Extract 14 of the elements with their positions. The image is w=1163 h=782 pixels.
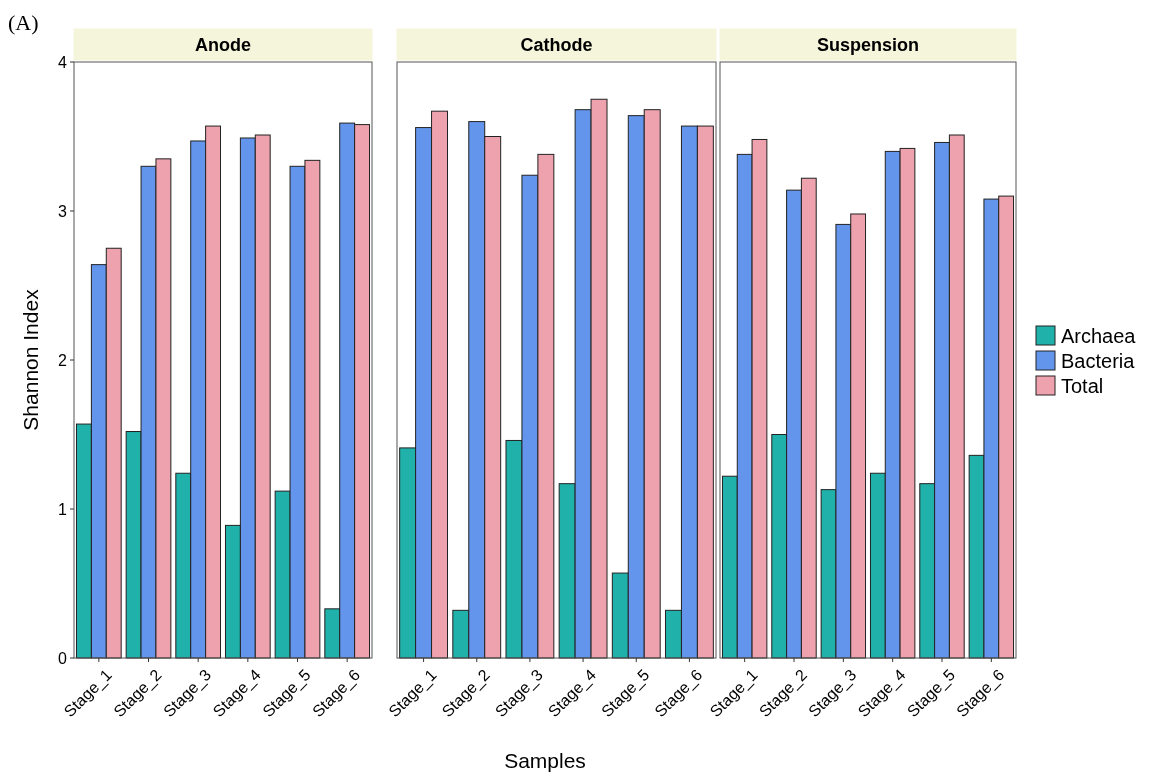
- legend-label: Total: [1061, 375, 1104, 397]
- chart-title: Anode: [195, 35, 251, 55]
- y-tick-label: 1: [58, 500, 68, 518]
- text: (A): [8, 10, 39, 35]
- y-tick-label: 0: [58, 649, 68, 667]
- y-tick-label: 2: [58, 351, 68, 369]
- chart-title: Cathode: [520, 35, 593, 55]
- y-axis-title: Shannon Index: [19, 288, 42, 431]
- y-tick-label: 4: [58, 53, 68, 71]
- x-axis-title: Samples: [504, 749, 586, 772]
- legend-label: Archaea: [1061, 325, 1137, 347]
- y-tick-label: 3: [58, 202, 68, 220]
- chart-title: Suspension: [816, 35, 920, 55]
- legend-label: Bacteria: [1061, 350, 1136, 372]
